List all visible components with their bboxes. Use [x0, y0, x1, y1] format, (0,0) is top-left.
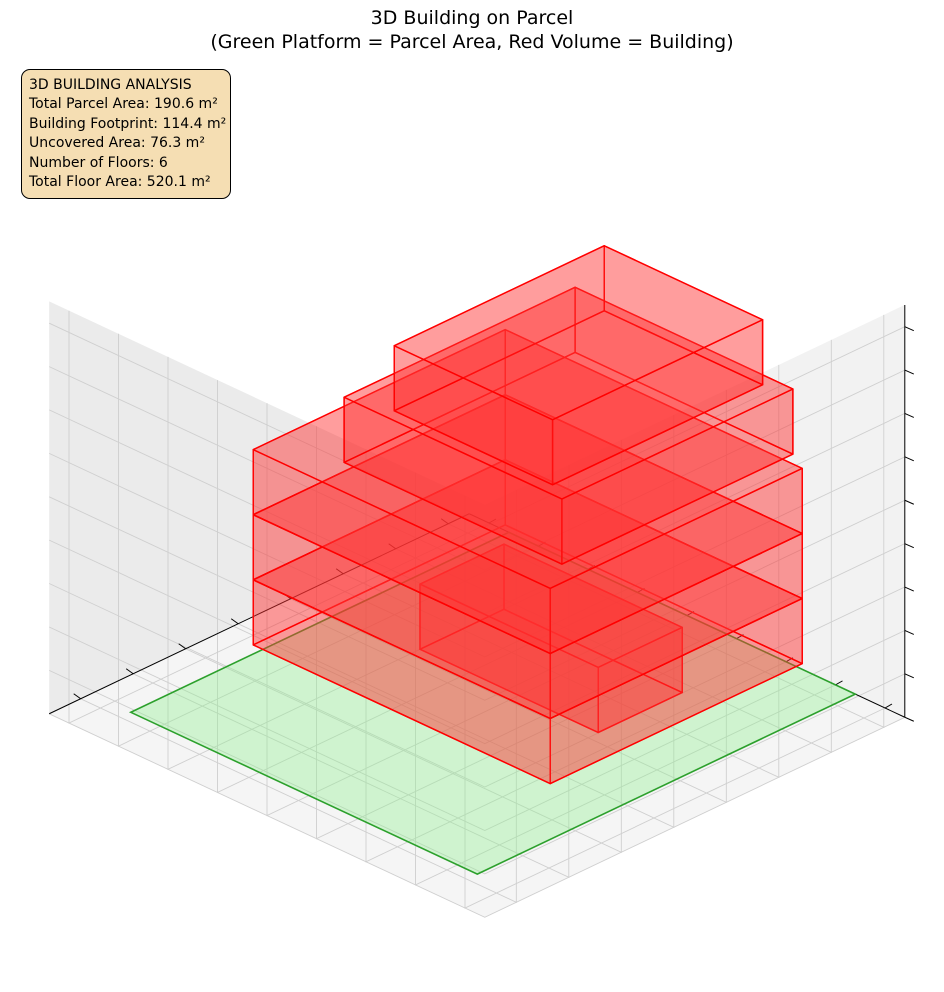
- z-tick: [904, 369, 915, 375]
- chart-title-line-2: (Green Platform = Parcel Area, Red Volum…: [210, 31, 734, 53]
- z-tick: [904, 673, 915, 679]
- building-layer: [252, 244, 803, 785]
- z-tick: [904, 586, 915, 592]
- x-tick: [388, 543, 396, 550]
- floor-6: [393, 244, 764, 486]
- analysis-heading: 3D BUILDING ANALYSIS: [29, 77, 192, 93]
- z-tick: [904, 543, 915, 549]
- x-axis-line: [48, 513, 470, 715]
- chart-title-line-1: 3D Building on Parcel: [370, 7, 574, 29]
- x-tick: [230, 618, 239, 625]
- analysis-box: 3D BUILDING ANALYSIS Total Parcel Area: …: [21, 69, 231, 199]
- parcel-layer: [128, 531, 858, 875]
- y-tick: [884, 703, 893, 709]
- z-tick: [904, 326, 915, 332]
- grid-line-z: [49, 366, 905, 571]
- analysis-parcel-area: Total Parcel Area: 190.6 m²: [29, 96, 218, 113]
- grid-line-z: [49, 452, 905, 658]
- analysis-floor-area: Total Floor Area: 520.1 m²: [29, 174, 211, 191]
- grid-line-z: [49, 496, 905, 701]
- x-tick: [73, 693, 81, 700]
- parcel-platform: [128, 531, 858, 875]
- grid-line-z: [49, 322, 905, 528]
- grid-line-z: [49, 713, 905, 918]
- grid-lines: [49, 310, 905, 918]
- grid-line-z: [49, 409, 905, 614]
- grid-line-z: [49, 626, 905, 831]
- y-tick: [488, 518, 497, 524]
- grid-line-z: [49, 583, 905, 788]
- floor-5: [343, 286, 794, 565]
- floor-1: [419, 543, 683, 734]
- z-tick: [904, 716, 915, 722]
- grid-line-z: [49, 669, 905, 875]
- floor-2: [252, 459, 803, 785]
- analysis-footprint: Building Footprint: 114.4 m²: [29, 115, 227, 132]
- floor-face-top: [393, 244, 764, 421]
- floor-face-top: [343, 286, 794, 500]
- x-tick: [125, 668, 134, 675]
- floor-face-top: [419, 543, 683, 669]
- x-tick: [178, 643, 186, 650]
- grid-line-z: [49, 539, 905, 745]
- x-tick: [440, 518, 449, 525]
- z-tick: [904, 629, 915, 635]
- x-tick: [335, 568, 344, 575]
- analysis-floors: Number of Floors: 6: [29, 154, 168, 171]
- y-tick: [835, 680, 843, 686]
- floor-face-top: [252, 328, 803, 590]
- analysis-uncovered-area: Uncovered Area: 76.3 m²: [29, 135, 205, 152]
- floor-3: [252, 394, 803, 720]
- floor-4: [252, 328, 803, 655]
- z-tick: [904, 412, 915, 418]
- chart-title: 3D Building on Parcel (Green Platform = …: [0, 6, 944, 54]
- z-tick: [904, 499, 915, 505]
- z-tick: [904, 456, 915, 462]
